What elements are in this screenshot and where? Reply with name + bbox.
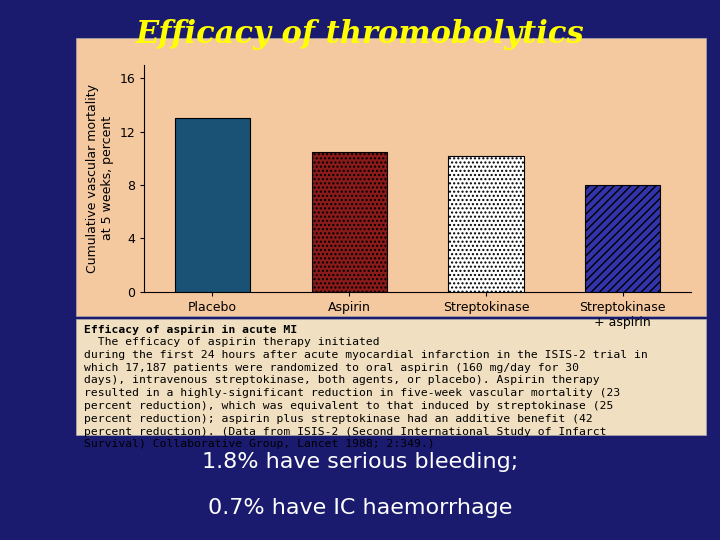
FancyBboxPatch shape — [76, 38, 706, 316]
Text: 0.7% have IC haemorrhage: 0.7% have IC haemorrhage — [208, 497, 512, 518]
Bar — [585, 185, 660, 292]
Text: Efficacy of aspirin in acute MI: Efficacy of aspirin in acute MI — [84, 325, 297, 335]
Text: Efficacy of thromobolytics: Efficacy of thromobolytics — [135, 19, 585, 50]
Bar — [175, 118, 250, 292]
FancyBboxPatch shape — [76, 319, 706, 435]
Bar — [449, 156, 523, 292]
Y-axis label: Cumulative vascular mortality
at 5 weeks, percent: Cumulative vascular mortality at 5 weeks… — [86, 84, 114, 273]
Text: The efficacy of aspirin therapy initiated
during the first 24 hours after acute : The efficacy of aspirin therapy initiate… — [84, 337, 648, 449]
Bar — [312, 152, 387, 292]
Text: 1.8% have serious bleeding;: 1.8% have serious bleeding; — [202, 451, 518, 472]
